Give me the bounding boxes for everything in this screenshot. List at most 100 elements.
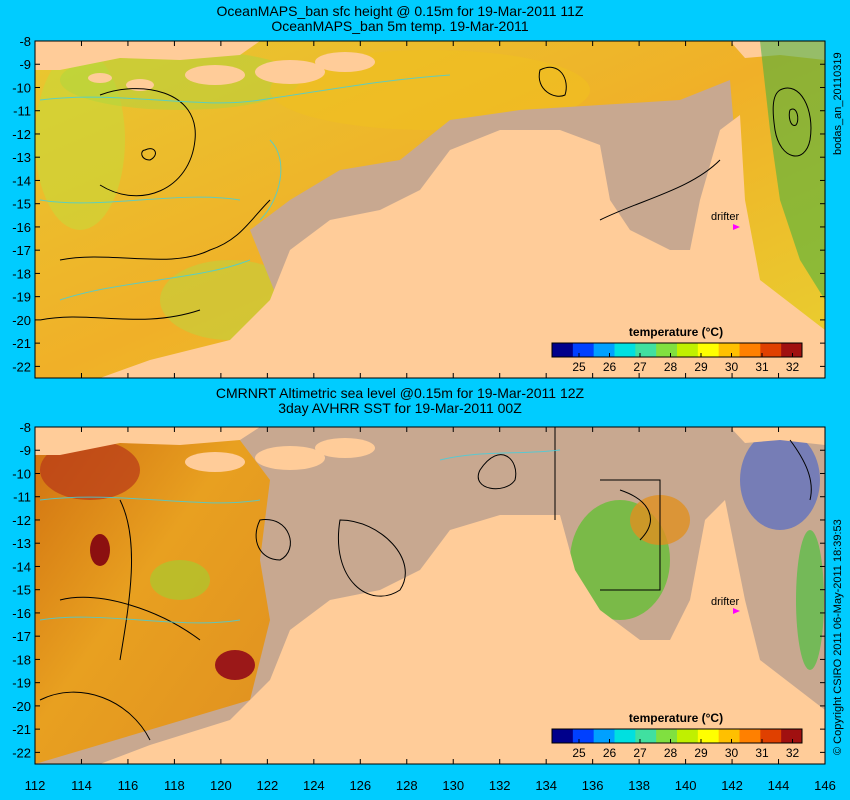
lat-tick-label: -12 [12, 127, 31, 142]
overlays: drifter drifter temperature (°C) tempera… [629, 211, 740, 725]
colorbar-swatch [677, 729, 699, 743]
lon-tick-label: 124 [303, 778, 325, 793]
top-title-line2: OceanMAPS_ban 5m temp. 19-Mar-2011 [271, 18, 529, 34]
top-frame [34, 40, 826, 379]
colorbar-tick-label: 25 [572, 746, 586, 760]
lon-tick-label: 142 [721, 778, 743, 793]
colorbar-swatch [635, 343, 657, 357]
lon-tick-label: 134 [535, 778, 557, 793]
lat-tick-label: -10 [12, 80, 31, 95]
lat-tick-label: -21 [12, 336, 31, 351]
lon-tick-label: 112 [25, 778, 46, 793]
bottom-side-label: © Copyright CSIRO 2011 06-May-2011 18:39… [832, 519, 844, 755]
colorbar-frame [551, 342, 803, 358]
bottom-colorbar: 25 26 27 28 29 30 31 32 [551, 728, 803, 760]
lon-tick-label: 126 [349, 778, 371, 793]
colorbar-swatch [697, 729, 720, 743]
lon-tick-label: 118 [164, 778, 185, 793]
lon-tick-label: 114 [71, 778, 92, 793]
axis-ticks [34, 40, 826, 764]
colorbar-swatch [739, 343, 761, 357]
top-colorbar-title: temperature (°C) [629, 325, 723, 339]
lon-tick-label: 132 [489, 778, 511, 793]
colorbar-swatch [781, 343, 803, 357]
colorbar-swatch [572, 343, 595, 357]
bottom-colorbar-title: temperature (°C) [629, 711, 723, 725]
lat-tick-label: -11 [13, 104, 31, 119]
lon-tick-label: 136 [582, 778, 604, 793]
lat-tick-label: -14 [12, 173, 31, 188]
colorbar-swatch [552, 729, 574, 743]
axis-labels: 112 114 116 118 120 122 124 126 128 130 132 134 136 1… [12, 34, 836, 793]
bottom-drifter-label: drifter [711, 596, 739, 608]
top-title-line1: OceanMAPS_ban sfc height @ 0.15m for 19-… [216, 3, 584, 19]
colorbar-swatch [614, 343, 636, 357]
colorbar-swatch [718, 729, 740, 743]
lat-tick-label: -17 [12, 243, 31, 258]
lat-tick-label: -21 [12, 722, 31, 737]
colorbar-tick-label: 31 [755, 360, 769, 374]
colorbar-swatch [781, 729, 803, 743]
colorbar-tick-label: 32 [786, 746, 800, 760]
colorbar-swatch [718, 343, 740, 357]
colorbar-frame [551, 728, 803, 744]
lat-tick-label: -9 [19, 57, 31, 72]
colorbar-swatch [697, 343, 720, 357]
lat-tick-label: -15 [12, 583, 31, 598]
bottom-sea-west [35, 427, 270, 764]
lon-tick-label: 138 [628, 778, 650, 793]
bottom-australia-land [100, 500, 825, 764]
lat-tick-label: -13 [12, 536, 31, 551]
top-drifter-marker [733, 224, 740, 230]
lat-tick-label: -13 [12, 150, 31, 165]
colorbar-tick-label: 28 [664, 746, 678, 760]
colorbar-swatch [656, 729, 678, 743]
bottom-drifter-marker [733, 608, 740, 614]
lon-tick-label: 120 [210, 778, 232, 793]
colorbar-tick-label: 27 [633, 360, 647, 374]
lat-tick-label: -8 [19, 420, 31, 435]
lon-tick-label: 130 [442, 778, 464, 793]
colorbar-swatch [593, 729, 615, 743]
lat-tick-label: -20 [12, 699, 31, 714]
colorbar-swatch [760, 729, 782, 743]
lon-tick-label: 146 [814, 778, 836, 793]
bottom-title-line2: 3day AVHRR SST for 19-Mar-2011 00Z [278, 400, 522, 416]
colorbar-swatch [656, 343, 678, 357]
lat-tick-label: -9 [19, 443, 31, 458]
lon-tick-label: 140 [675, 778, 697, 793]
top-indonesia-land [35, 41, 260, 70]
colorbar-tick-label: 30 [725, 360, 739, 374]
colorbar-swatch [739, 729, 761, 743]
colorbar-tick-label: 29 [694, 360, 708, 374]
lat-tick-label: -15 [12, 197, 31, 212]
top-colorbar: 25 26 27 28 29 30 31 32 [551, 342, 803, 374]
lon-tick-label: 122 [257, 778, 279, 793]
lon-tick-label: 116 [118, 778, 139, 793]
colorbar-tick-label: 28 [664, 360, 678, 374]
lat-tick-label: -11 [13, 490, 31, 505]
lat-tick-label: -8 [19, 34, 31, 49]
top-australia-land [100, 115, 825, 378]
colorbar-tick-label: 32 [786, 360, 800, 374]
lat-tick-label: -17 [12, 629, 31, 644]
lat-tick-label: -18 [12, 266, 31, 281]
lat-tick-label: -18 [12, 652, 31, 667]
lat-tick-label: -22 [12, 745, 31, 760]
colorbar-tick-label: 29 [694, 746, 708, 760]
lat-tick-label: -14 [12, 559, 31, 574]
colorbar-tick-label: 26 [603, 746, 617, 760]
top-shelf [250, 80, 745, 330]
lat-tick-label: -10 [12, 466, 31, 481]
colorbar-swatch [760, 343, 782, 357]
colorbar-swatch [552, 343, 574, 357]
top-map-panel [35, 41, 825, 378]
lat-tick-label: -19 [12, 290, 31, 305]
lat-tick-label: -20 [12, 313, 31, 328]
top-side-label: bodas_an_20110319 [832, 52, 844, 155]
colorbar-tick-label: 27 [633, 746, 647, 760]
bottom-indonesia-land [35, 427, 260, 455]
colorbar-swatch [635, 729, 657, 743]
colorbar-swatch [614, 729, 636, 743]
